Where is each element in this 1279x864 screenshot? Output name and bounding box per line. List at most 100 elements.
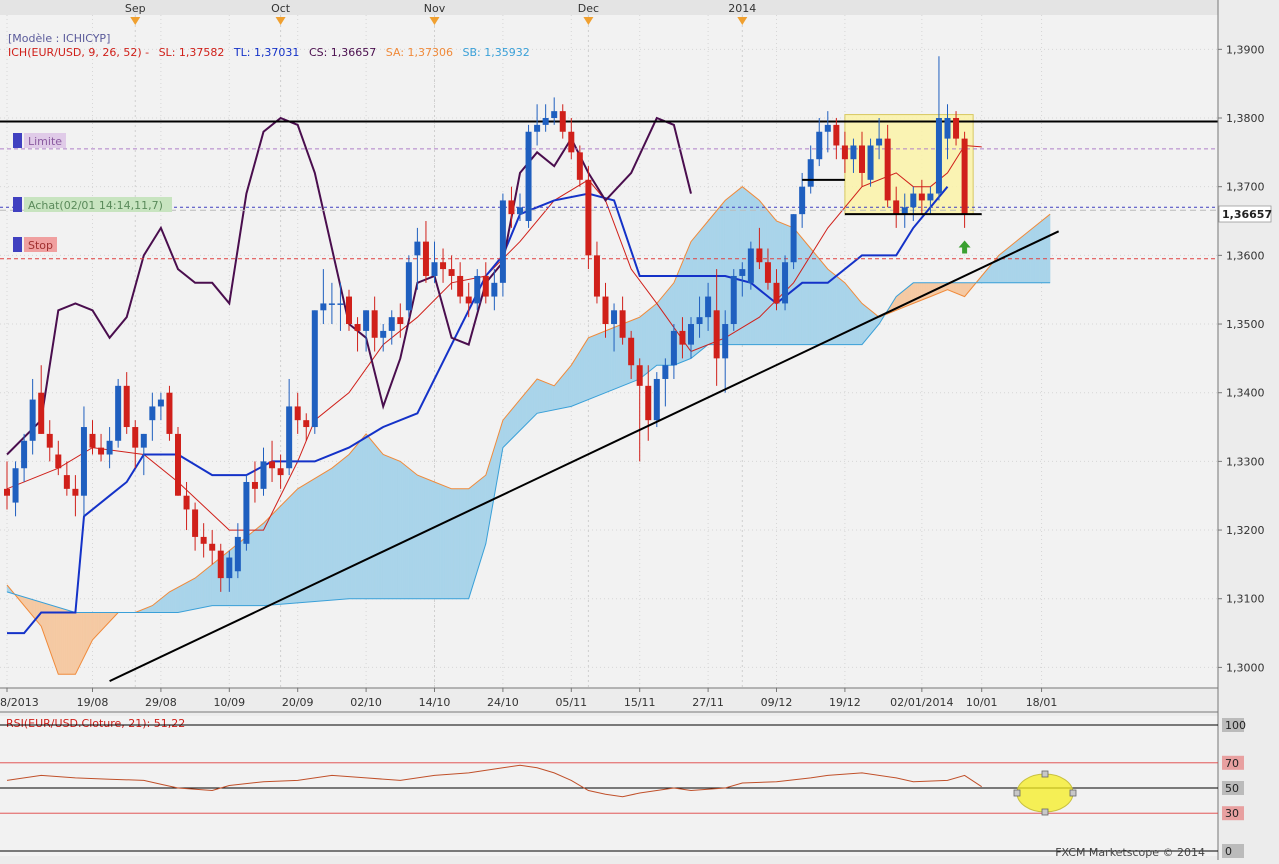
cloud-segment bbox=[804, 240, 807, 345]
buy-handle-icon[interactable] bbox=[13, 197, 22, 212]
cloud-segment bbox=[526, 388, 529, 425]
candle-body bbox=[730, 275, 737, 325]
month-label: Oct bbox=[271, 2, 291, 15]
cloud-segment bbox=[577, 350, 581, 405]
cloud-segment bbox=[1019, 236, 1023, 284]
cloud-segment bbox=[199, 572, 202, 609]
cloud-segment bbox=[551, 384, 555, 411]
cloud-segment bbox=[58, 607, 61, 675]
x-tick-label: 19/12 bbox=[829, 696, 861, 709]
candle-body bbox=[927, 193, 934, 201]
cloud-segment bbox=[205, 567, 209, 608]
cloud-segment bbox=[66, 609, 70, 675]
cloud-segment bbox=[1007, 246, 1010, 284]
candle-body bbox=[764, 262, 771, 283]
month-marker-icon bbox=[429, 17, 440, 25]
cloud-segment bbox=[568, 364, 572, 408]
candle bbox=[653, 372, 660, 428]
cloud-segment bbox=[590, 335, 593, 400]
cloud-segment bbox=[772, 215, 775, 345]
candle-body bbox=[311, 310, 318, 428]
highlight-box bbox=[844, 114, 974, 215]
cloud-segment bbox=[447, 486, 450, 599]
stop-handle-icon[interactable] bbox=[13, 237, 22, 252]
candle bbox=[884, 124, 891, 208]
cloud-segment bbox=[1000, 251, 1004, 284]
rsi-plot-background[interactable] bbox=[0, 716, 1218, 856]
cloud-segment bbox=[47, 603, 50, 651]
cloud-segment bbox=[543, 381, 546, 413]
cloud-segment bbox=[190, 578, 194, 611]
candle bbox=[953, 111, 960, 146]
candle-body bbox=[405, 262, 412, 311]
cloud-segment bbox=[816, 255, 820, 345]
cloud-segment bbox=[470, 484, 474, 592]
cloud-segment bbox=[214, 560, 217, 606]
candle-body bbox=[679, 330, 686, 345]
candle bbox=[551, 97, 558, 125]
trendline bbox=[109, 230, 1060, 683]
cloud-segment bbox=[194, 575, 198, 610]
candle bbox=[559, 104, 566, 139]
x-tick-label: 24/10 bbox=[487, 696, 519, 709]
candle-body bbox=[149, 406, 156, 421]
cloud-segment bbox=[395, 459, 399, 599]
x-tick-label: 19/08 bbox=[77, 696, 109, 709]
cloud-segment bbox=[515, 401, 519, 436]
limit-label: Limite bbox=[28, 135, 62, 148]
cloud-segment bbox=[421, 476, 425, 599]
stop-order-tag[interactable]: Stop bbox=[13, 237, 57, 252]
cloud-segment bbox=[1005, 248, 1008, 284]
rsi-level-label: 50 bbox=[1225, 782, 1239, 795]
candle-body bbox=[747, 248, 754, 283]
cloud-segment bbox=[645, 309, 649, 375]
x-tick-label: 09/12 bbox=[761, 696, 793, 709]
senkou-a-line bbox=[6, 186, 1051, 675]
candle-body bbox=[799, 186, 806, 215]
x-tick-label: 15/11 bbox=[624, 696, 656, 709]
candle bbox=[935, 56, 942, 201]
candle bbox=[722, 310, 729, 393]
candlesticks[interactable] bbox=[4, 56, 968, 592]
cloud-segment bbox=[870, 309, 873, 335]
cloud-segment bbox=[256, 526, 260, 606]
current-price-value: 1,36657 bbox=[1222, 208, 1272, 221]
candle-body bbox=[525, 131, 532, 222]
buy-order-tag[interactable]: Achat(02/01 14:14,11,7) bbox=[13, 197, 172, 212]
cloud-segment bbox=[271, 511, 275, 606]
candle-body bbox=[414, 241, 421, 256]
cloud-segment bbox=[923, 282, 927, 300]
cloud-segment bbox=[472, 483, 476, 586]
y-tick-label: 1,3400 bbox=[1226, 387, 1265, 400]
candle bbox=[21, 433, 28, 482]
cloud-segment bbox=[1045, 215, 1049, 284]
candle bbox=[705, 282, 712, 331]
cloud-segment bbox=[380, 451, 384, 599]
cloud-segment bbox=[88, 612, 91, 649]
candle-body bbox=[517, 207, 523, 215]
candle bbox=[876, 118, 883, 160]
cloud-segment bbox=[276, 507, 279, 605]
cloud-segment bbox=[581, 343, 585, 403]
cloud-segment bbox=[534, 378, 538, 416]
candle-body bbox=[192, 509, 199, 537]
candle bbox=[457, 262, 464, 304]
cloud-segment bbox=[462, 488, 465, 599]
limit-handle-icon[interactable] bbox=[13, 133, 22, 148]
cloud-segment bbox=[182, 583, 185, 612]
candle bbox=[414, 227, 421, 290]
cloud-segment bbox=[387, 455, 390, 599]
cloud-segment bbox=[919, 282, 923, 302]
candle bbox=[286, 378, 293, 476]
cloud-segment bbox=[164, 593, 168, 613]
cloud-segment bbox=[438, 483, 442, 599]
limit-order-tag[interactable]: Limite bbox=[13, 133, 66, 148]
cloud-segment bbox=[209, 563, 213, 607]
cloud-segment bbox=[592, 334, 596, 399]
cloud-segment bbox=[650, 306, 653, 371]
cloud-segment bbox=[192, 577, 196, 610]
candle bbox=[363, 310, 370, 352]
candle-body bbox=[115, 385, 122, 441]
